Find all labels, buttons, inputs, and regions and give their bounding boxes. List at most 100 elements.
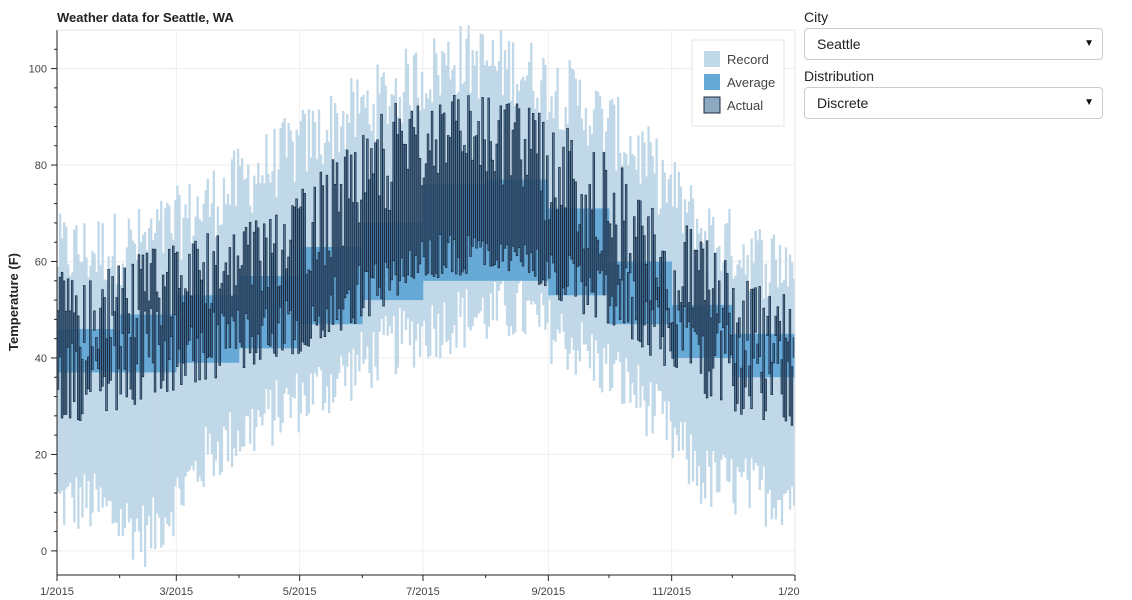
- legend-swatch: [704, 51, 720, 67]
- average-bar: [748, 333, 751, 378]
- actual-bar: [412, 127, 416, 279]
- actual-bar: [133, 337, 137, 405]
- actual-bar: [317, 252, 321, 317]
- actual-bar: [269, 219, 272, 347]
- actual-bar: [681, 286, 684, 351]
- actual-bar: [657, 287, 660, 308]
- actual-bar: [246, 244, 250, 320]
- average-bar: [621, 261, 624, 325]
- actual-bar: [552, 132, 555, 264]
- average-bar: [677, 304, 681, 358]
- actual-bar: [574, 181, 577, 297]
- record-bar: [774, 259, 778, 520]
- actual-bar: [497, 120, 501, 269]
- actual-bar: [161, 274, 165, 381]
- actual-bar: [752, 288, 755, 359]
- actual-bar: [744, 350, 747, 388]
- actual-bar: [214, 265, 217, 379]
- average-bar: [83, 329, 86, 373]
- average-bar: [334, 247, 337, 325]
- average-bar: [212, 295, 216, 363]
- actual-bar: [141, 254, 145, 378]
- actual-bar: [436, 173, 440, 278]
- actual-bar: [527, 107, 531, 273]
- actual-bar: [70, 280, 74, 344]
- average-bar: [358, 247, 361, 325]
- legend: Record Average Actual: [691, 39, 785, 127]
- record-bar: [748, 290, 751, 509]
- actual-bar: [155, 291, 159, 312]
- actual-bar: [368, 179, 371, 317]
- average-bar: [190, 295, 193, 363]
- actual-bar: [461, 151, 464, 273]
- actual-bar: [693, 249, 697, 332]
- actual-bar: [554, 197, 557, 273]
- actual-bar: [224, 262, 228, 349]
- average-bar: [400, 222, 404, 301]
- city-select-value: Seattle: [817, 36, 861, 52]
- actual-bar: [85, 360, 88, 395]
- actual-bar: [101, 289, 104, 387]
- actual-bar: [378, 195, 381, 288]
- record-bar: [329, 95, 333, 375]
- actual-bar: [159, 325, 163, 389]
- actual-bar: [756, 343, 759, 364]
- actual-bar: [91, 346, 94, 370]
- average-bar: [279, 275, 282, 349]
- distribution-select[interactable]: Discrete ▼: [804, 87, 1103, 119]
- actual-bar: [760, 371, 763, 393]
- actual-bar: [671, 322, 674, 359]
- actual-bar: [273, 243, 276, 354]
- actual-bar: [335, 162, 339, 321]
- actual-bar: [663, 250, 666, 366]
- actual-bar: [546, 155, 549, 262]
- actual-bar: [321, 185, 325, 331]
- actual-bar: [776, 306, 780, 364]
- actual-bar: [198, 270, 201, 381]
- record-bar: [170, 233, 173, 512]
- actual-bar: [123, 267, 126, 370]
- actual-bar: [416, 105, 420, 274]
- actual-bar: [758, 286, 761, 357]
- actual-bar: [677, 290, 680, 311]
- actual-bar: [178, 288, 181, 350]
- actual-bar: [309, 271, 312, 339]
- actual-bar: [707, 289, 711, 372]
- actual-bar: [83, 285, 86, 343]
- actual-bar: [285, 268, 288, 302]
- actual-bar: [113, 311, 116, 346]
- actual-bar: [398, 118, 401, 282]
- actual-bar: [406, 168, 410, 276]
- actual-bar: [586, 248, 589, 305]
- distribution-select-value: Discrete: [817, 95, 869, 111]
- actual-bar: [588, 184, 591, 278]
- actual-bar: [578, 224, 581, 266]
- actual-bar: [210, 303, 213, 358]
- actual-bar: [608, 223, 612, 307]
- actual-bar: [79, 346, 82, 421]
- actual-bar: [493, 171, 496, 266]
- actual-bar: [736, 322, 739, 404]
- actual-bar: [566, 128, 569, 287]
- average-bar: [679, 304, 683, 358]
- actual-bar: [87, 356, 90, 390]
- actual-bar: [222, 271, 226, 317]
- actual-bar: [440, 114, 444, 274]
- actual-bar: [303, 192, 306, 345]
- distribution-widget: Distribution Discrete ▼: [804, 68, 1104, 119]
- actual-bar: [507, 103, 511, 272]
- average-bar: [766, 333, 770, 378]
- actual-bar: [297, 208, 300, 354]
- actual-bar: [447, 135, 450, 243]
- average-bar: [156, 314, 159, 373]
- record-bar: [89, 265, 92, 527]
- actual-bar: [719, 330, 723, 401]
- city-select[interactable]: Seattle ▼: [804, 28, 1103, 60]
- actual-bar: [637, 199, 640, 341]
- x-tick-label: 5/2015: [283, 586, 317, 598]
- actual-bar: [248, 221, 252, 354]
- actual-bar: [64, 310, 68, 415]
- actual-bar: [635, 236, 638, 321]
- actual-bar: [487, 97, 490, 251]
- actual-bar: [426, 133, 430, 274]
